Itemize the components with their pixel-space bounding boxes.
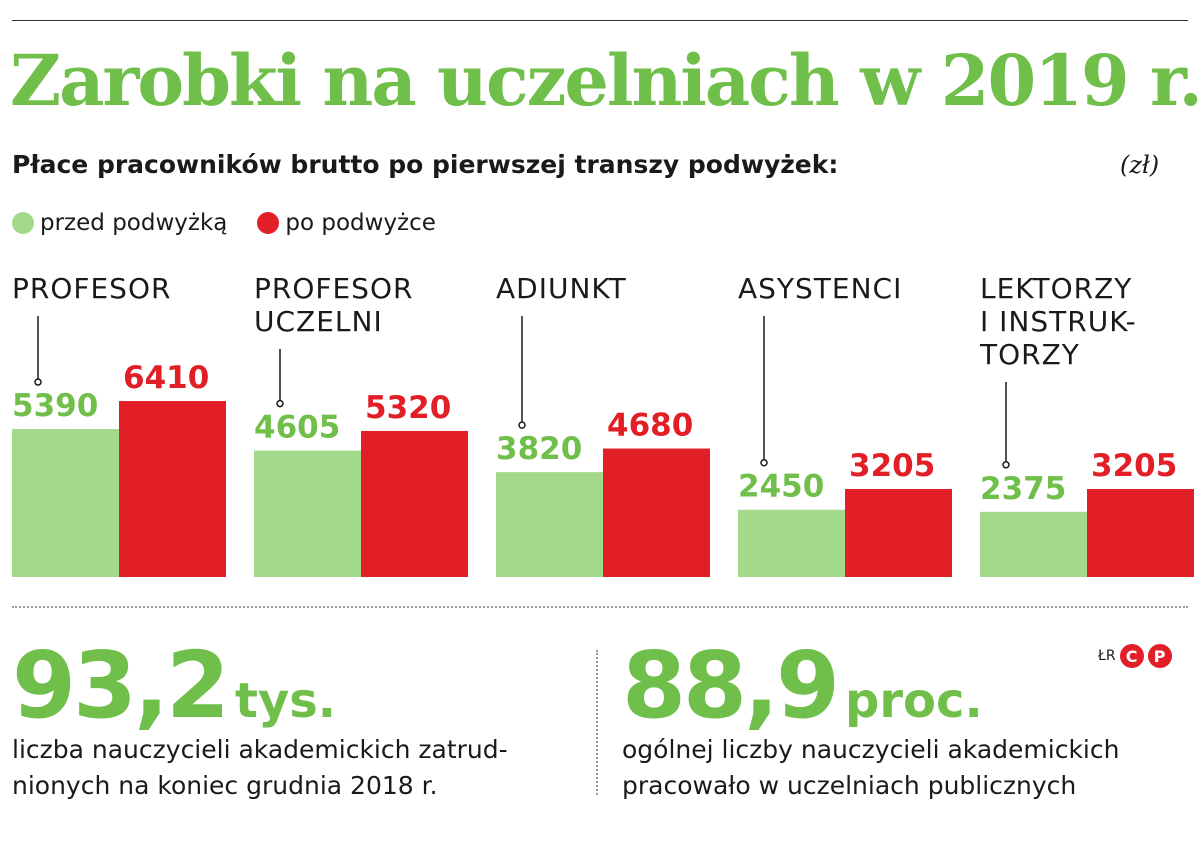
stats-divider: [596, 650, 598, 795]
bar-chart: PROFESOR53906410PROFESORUCZELNI46055320A…: [12, 272, 1194, 577]
bar-before: [496, 472, 603, 577]
stat-teachers-line-2: nionych na koniec grudnia 2018 r.: [12, 771, 438, 800]
category-label: PROFESOR: [254, 272, 413, 305]
section-divider: [12, 606, 1188, 608]
legend-item-before: przed podwyżką: [12, 210, 227, 236]
top-rule: [12, 20, 1188, 21]
stat-teachers-line-1: liczba nauczycieli akademickich zatrud-: [12, 735, 508, 764]
bar-before: [12, 429, 119, 577]
bar-before: [254, 450, 361, 577]
value-label-before: 3820: [496, 431, 582, 467]
bar-before: [738, 509, 845, 577]
value-label-after: 5320: [365, 390, 451, 426]
leader-dot: [276, 399, 284, 408]
stat-public-description: ogólnej liczby nauczycieli akademickich …: [622, 732, 1119, 804]
stat-teachers-suffix: tys.: [235, 673, 337, 729]
stat-public-line-2: pracowało w uczelniach publicznych: [622, 771, 1077, 800]
legend-dot-before: [12, 212, 34, 234]
category-label: ADIUNKT: [496, 272, 627, 305]
legend-label-before: przed podwyżką: [40, 210, 228, 236]
copyright-icon: C: [1119, 644, 1144, 668]
stat-public-line-1: ogólnej liczby nauczycieli akademickich: [622, 735, 1120, 764]
credit-initials: ŁR: [1098, 648, 1116, 664]
value-label-before: 2375: [980, 471, 1066, 507]
value-label-before: 5390: [12, 388, 98, 424]
category-label: LEKTORZY: [980, 272, 1132, 305]
legend: przed podwyżką po podwyżce: [12, 210, 466, 236]
leader-dot: [1002, 461, 1010, 469]
legend-dot-after: [257, 212, 280, 234]
value-label-after: 4680: [607, 408, 693, 444]
publisher-icon: P: [1147, 644, 1172, 668]
bar-after: [119, 401, 226, 577]
category-label: ASYSTENCI: [738, 272, 902, 305]
leader-dot: [34, 378, 42, 386]
value-label-after: 3205: [849, 448, 935, 484]
stat-teachers-number: 93,2: [12, 632, 230, 739]
stat-teachers-count: 93,2 tys.: [12, 632, 336, 739]
bar-after: [603, 448, 710, 577]
stat-public-suffix: proc.: [845, 673, 983, 729]
bar-after: [1087, 489, 1194, 577]
value-label-after: 6410: [123, 360, 209, 396]
bar-after: [361, 430, 468, 577]
stat-public-share: 88,9 proc.: [622, 632, 983, 739]
unit-label: (zł): [1120, 151, 1160, 179]
stat-public-number: 88,9: [622, 632, 840, 739]
value-label-after: 3205: [1091, 448, 1177, 484]
chart-title: Zarobki na uczelniach w 2019 r.: [10, 39, 1200, 122]
leader-dot: [760, 458, 768, 467]
category-label: I INSTRUK-: [980, 305, 1137, 338]
chart-subtitle: Płace pracowników brutto po pierwszej tr…: [12, 150, 839, 179]
bar-after: [845, 489, 952, 577]
leader-dot: [518, 421, 526, 429]
bar-before: [980, 511, 1087, 577]
legend-item-after: po podwyżce: [257, 210, 436, 236]
category-label: PROFESOR: [12, 272, 171, 305]
legend-label-after: po podwyżce: [285, 210, 436, 236]
category-label: UCZELNI: [254, 305, 383, 338]
credit: ŁR C P: [1098, 644, 1172, 668]
stat-teachers-description: liczba nauczycieli akademickich zatrud- …: [12, 732, 508, 804]
value-label-before: 4605: [254, 410, 340, 446]
category-label: TORZY: [979, 338, 1080, 371]
value-label-before: 2450: [738, 469, 824, 505]
